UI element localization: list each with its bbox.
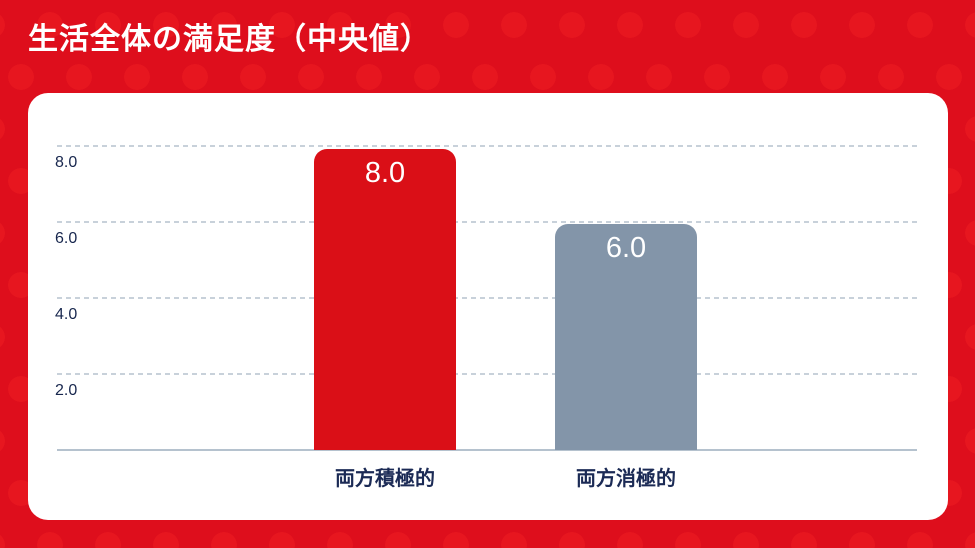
category-label-両方消極的: 両方消極的	[576, 468, 676, 490]
gridline-8.0	[57, 145, 917, 147]
bar-chart: 2.0 4.0 6.0 8.0 8.0 両方積極的 6.0 両方消極的	[28, 93, 948, 520]
chart-card: 2.0 4.0 6.0 8.0 8.0 両方積極的 6.0 両方消極的	[28, 93, 948, 520]
x-axis-baseline	[57, 449, 917, 451]
gridline-4.0	[57, 297, 917, 299]
gridline-2.0	[57, 373, 917, 375]
page-title: 生活全体の満足度（中央値）	[28, 23, 431, 56]
y-axis-tick-label: 4.0	[55, 306, 78, 323]
category-label-両方積極的: 両方積極的	[335, 468, 435, 490]
bar-value-label: 8.0	[364, 157, 406, 189]
bar-両方積極的: 8.0	[314, 149, 456, 450]
y-axis-tick-label: 6.0	[55, 230, 78, 247]
bar-value-label: 6.0	[605, 232, 647, 264]
bar-両方消極的: 6.0	[555, 224, 697, 450]
y-axis-tick-label: 2.0	[55, 382, 78, 399]
y-axis-tick-label: 8.0	[55, 154, 78, 171]
gridline-6.0	[57, 221, 917, 223]
